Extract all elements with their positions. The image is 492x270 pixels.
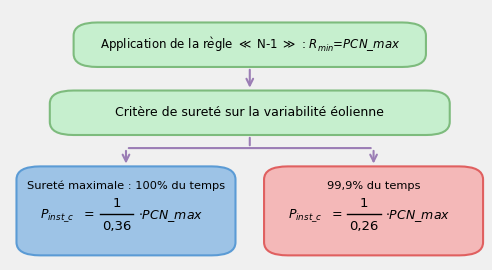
Text: $P_{inst\_c}$  $=$: $P_{inst\_c}$ $=$ xyxy=(40,208,95,224)
Text: 1: 1 xyxy=(112,197,121,210)
FancyBboxPatch shape xyxy=(16,166,236,255)
Text: 0,26: 0,26 xyxy=(349,220,379,233)
Text: Critère de sureté sur la variabilité éolienne: Critère de sureté sur la variabilité éol… xyxy=(115,106,384,119)
Text: 0,36: 0,36 xyxy=(102,220,131,233)
Text: $P_{inst\_c}$  $=$: $P_{inst\_c}$ $=$ xyxy=(288,208,342,224)
Text: $\cdot PCN\_max$: $\cdot PCN\_max$ xyxy=(138,208,203,224)
Text: $\cdot PCN\_max$: $\cdot PCN\_max$ xyxy=(385,208,451,224)
FancyBboxPatch shape xyxy=(264,166,483,255)
Text: 1: 1 xyxy=(360,197,369,210)
FancyBboxPatch shape xyxy=(74,22,426,67)
Text: Sureté maximale : 100% du temps: Sureté maximale : 100% du temps xyxy=(27,181,225,191)
FancyBboxPatch shape xyxy=(50,90,450,135)
Text: Application de la r$\grave{e}$gle $\ll$ N-1 $\gg$ : $R_{min}$=$PCN\_max$: Application de la r$\grave{e}$gle $\ll$ … xyxy=(99,35,400,54)
Text: 99,9% du temps: 99,9% du temps xyxy=(327,181,420,191)
